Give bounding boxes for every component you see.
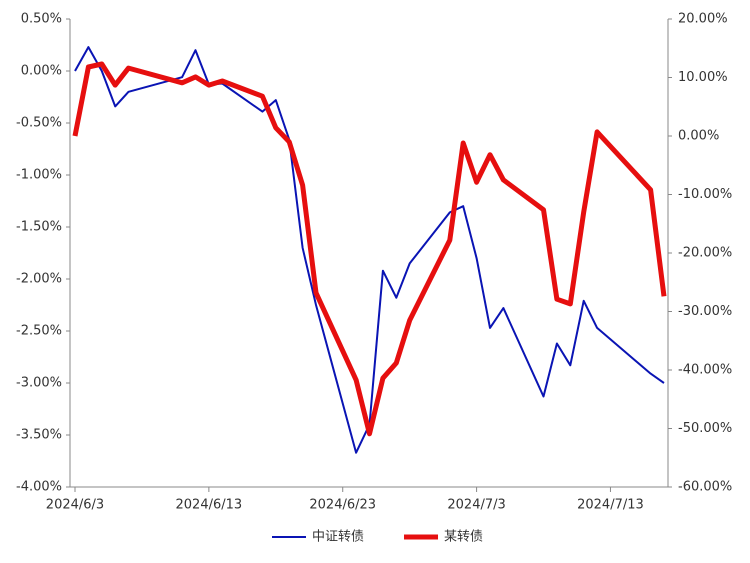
x-tick-label: 2024/7/13	[577, 498, 644, 513]
legend-label: 中证转债	[312, 530, 364, 545]
y-tick-label: -3.50%	[16, 428, 62, 443]
legend-item: 中证转债	[272, 530, 364, 545]
y-tick-label: -0.50%	[16, 116, 62, 131]
y2-tick-label: -50.00%	[678, 421, 732, 436]
x-tick-label: 2024/7/3	[447, 498, 505, 513]
y2-tick-label: -40.00%	[678, 363, 732, 378]
series-line	[74, 46, 665, 454]
x-tick-label: 2024/6/23	[309, 498, 376, 513]
y-tick-label: -1.00%	[16, 168, 62, 183]
y-tick-label: -3.00%	[16, 376, 62, 391]
y2-tick-label: -20.00%	[678, 246, 732, 261]
y2-tick-label: -10.00%	[678, 187, 732, 202]
series-line	[72, 61, 667, 437]
y2-tick-label: 20.00%	[678, 12, 728, 27]
legend-label: 某转债	[444, 530, 483, 545]
y-tick-label: -1.50%	[16, 220, 62, 235]
y-tick-label: -2.00%	[16, 272, 62, 287]
y-tick-label: 0.00%	[21, 64, 62, 79]
y2-tick-label: -60.00%	[678, 480, 732, 495]
y2-tick-label: 0.00%	[678, 129, 719, 144]
y2-tick-label: 10.00%	[678, 70, 728, 85]
y-tick-label: 0.50%	[21, 12, 62, 27]
y-tick-label: -2.50%	[16, 324, 62, 339]
legend-item: 某转债	[404, 530, 483, 545]
y-tick-label: -4.00%	[16, 480, 62, 495]
x-tick-label: 2024/6/3	[46, 498, 104, 513]
y2-tick-label: -30.00%	[678, 304, 732, 319]
x-tick-label: 2024/6/13	[176, 498, 243, 513]
